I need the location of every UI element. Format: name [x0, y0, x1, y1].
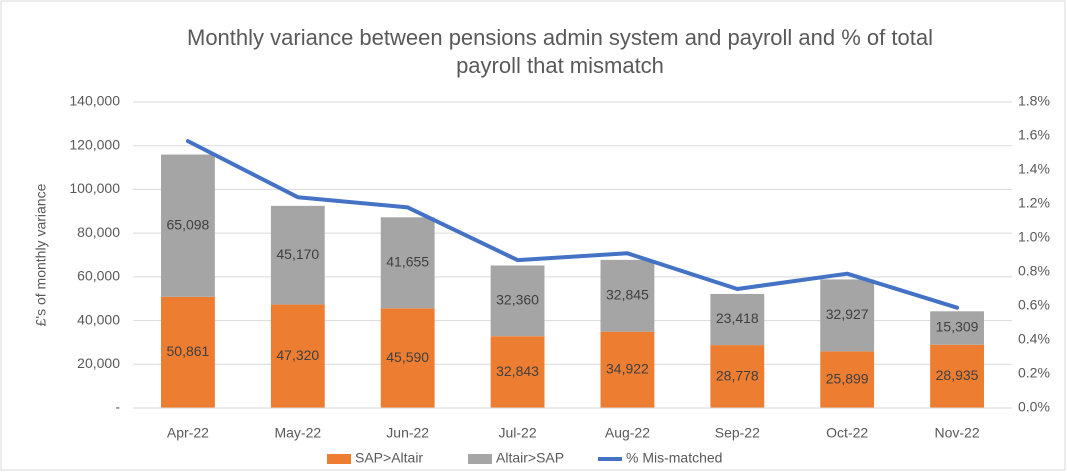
y-tick-label: - [115, 399, 120, 415]
chart-title: Monthly variance between pensions admin … [187, 25, 933, 78]
bar [380, 217, 435, 309]
y-tick-label: 40,000 [77, 311, 120, 327]
bar [930, 344, 984, 408]
bar [710, 293, 765, 346]
y-axis-label: £'s of monthly variance [33, 183, 49, 326]
data-label: 32,845 [606, 286, 649, 302]
y2-tick-label: 1.4% [1018, 161, 1050, 177]
y-tick-label: 20,000 [77, 355, 120, 371]
bar [380, 308, 435, 408]
x-tick-label: Apr-22 [167, 425, 209, 441]
x-tick-label: Nov-22 [934, 425, 979, 441]
bar [600, 259, 655, 332]
bar [600, 331, 655, 408]
data-label: 65,098 [167, 216, 210, 232]
data-label: 32,360 [496, 292, 539, 308]
y-tick-label: 60,000 [77, 268, 120, 284]
data-label: 45,170 [276, 246, 319, 262]
x-tick-label: Jun-22 [386, 425, 429, 441]
y2-tick-label: 0.0% [1018, 399, 1050, 415]
y2-tick-label: 1.0% [1018, 229, 1050, 245]
data-label: 23,418 [716, 310, 759, 326]
bar [270, 304, 325, 408]
legend-swatch [327, 454, 351, 464]
legend-label: % Mis-matched [626, 450, 722, 466]
bar [490, 336, 545, 408]
y2-tick-label: 0.6% [1018, 297, 1050, 313]
x-tick-label: May-22 [274, 425, 321, 441]
legend-label: Altair>SAP [496, 450, 564, 466]
data-label: 47,320 [276, 347, 319, 363]
y-tick-label: 80,000 [77, 224, 120, 240]
y2-tick-label: 0.8% [1018, 263, 1050, 279]
y-tick-label: 100,000 [69, 180, 120, 196]
line-series [185, 139, 960, 310]
x-tick-label: Oct-22 [826, 425, 868, 441]
data-label: 50,861 [167, 343, 210, 359]
y-tick-label: 120,000 [69, 136, 120, 152]
data-label: 32,927 [826, 306, 869, 322]
legend-swatch [468, 454, 492, 464]
data-label: 28,935 [936, 367, 979, 383]
data-label: 34,922 [606, 361, 649, 377]
data-label: 32,843 [496, 363, 539, 379]
bar [820, 351, 875, 408]
y2-tick-label: 1.6% [1018, 127, 1050, 143]
legend-label: SAP>Altair [355, 450, 423, 466]
x-tick-label: Jul-22 [498, 425, 536, 441]
bar [490, 265, 545, 337]
bar [161, 296, 215, 408]
y2-tick-label: 0.4% [1018, 331, 1050, 347]
bar [930, 311, 984, 345]
x-tick-label: Sep-22 [715, 425, 760, 441]
data-label: 41,655 [386, 254, 429, 270]
bar [161, 154, 215, 297]
data-label: 45,590 [386, 349, 429, 365]
bar [270, 205, 325, 305]
data-label: 25,899 [826, 370, 869, 386]
bar [820, 279, 875, 352]
data-label: 15,309 [936, 319, 979, 335]
y2-tick-label: 1.8% [1018, 93, 1050, 109]
bar [710, 345, 765, 408]
y-tick-label: 140,000 [69, 93, 120, 109]
data-label: 28,778 [716, 367, 759, 383]
y2-tick-label: 1.2% [1018, 195, 1050, 211]
y2-tick-label: 0.2% [1018, 365, 1050, 381]
x-tick-label: Aug-22 [605, 425, 650, 441]
